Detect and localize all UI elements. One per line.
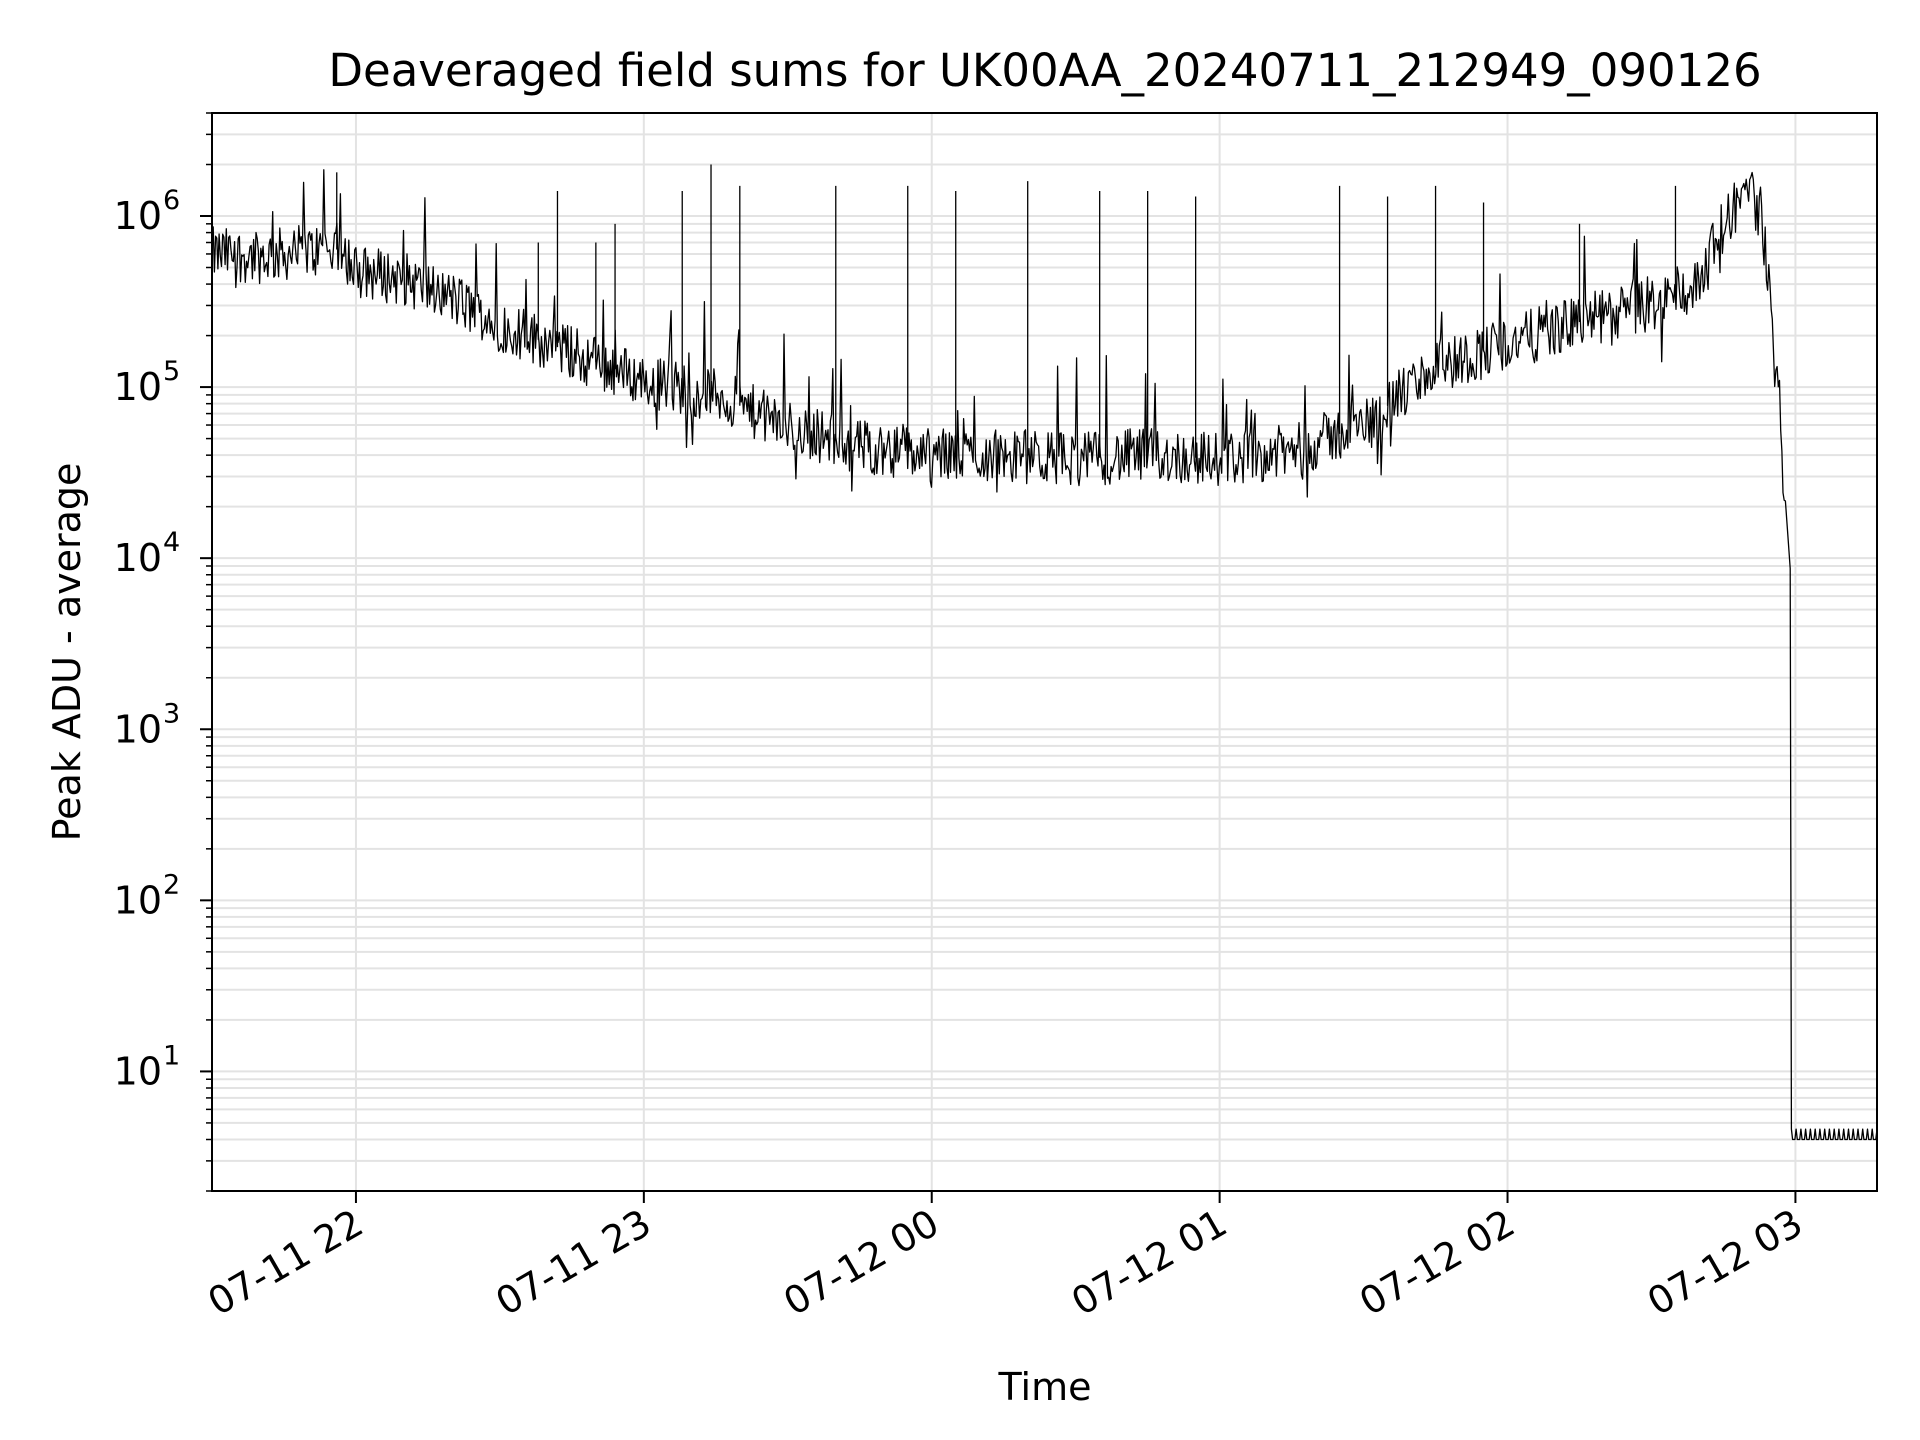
y-tick-label: 10	[114, 1049, 162, 1093]
x-tick-label: 07-11 23	[488, 1201, 658, 1325]
grid	[212, 112, 1877, 1192]
y-tick-label: 10	[114, 536, 162, 580]
x-tick-label: 07-12 00	[776, 1201, 946, 1325]
x-axis-label: Time	[998, 1365, 1092, 1409]
data-series	[211, 164, 1878, 1141]
chart-title: Deaveraged field sums for UK00AA_2024071…	[328, 44, 1761, 97]
axis-ticks: 07-11 22 07-11 23 07-12 00 07-12 01 07-12 02…	[114, 112, 1810, 1325]
y-tick-label: 10	[114, 878, 162, 922]
x-tick-label: 07-12 02	[1352, 1201, 1522, 1325]
y-tick-exponent: 6	[163, 185, 180, 216]
y-tick-label: 10	[114, 707, 162, 751]
y-tick-exponent: 4	[163, 527, 180, 558]
y-tick-exponent: 2	[163, 869, 180, 900]
y-tick-label: 10	[114, 194, 162, 238]
y-tick-exponent: 1	[163, 1040, 180, 1071]
series-line-0	[211, 169, 1878, 1141]
x-tick-label: 07-12 01	[1064, 1201, 1234, 1325]
y-axis-label: Peak ADU - average	[45, 463, 89, 842]
y-tick-exponent: 3	[163, 698, 180, 729]
y-tick-exponent: 5	[163, 356, 180, 387]
y-tick-label: 10	[114, 365, 162, 409]
plot-frame	[211, 112, 1878, 1192]
x-tick-label: 07-11 22	[200, 1201, 370, 1325]
x-tick-label: 07-12 03	[1640, 1201, 1810, 1325]
